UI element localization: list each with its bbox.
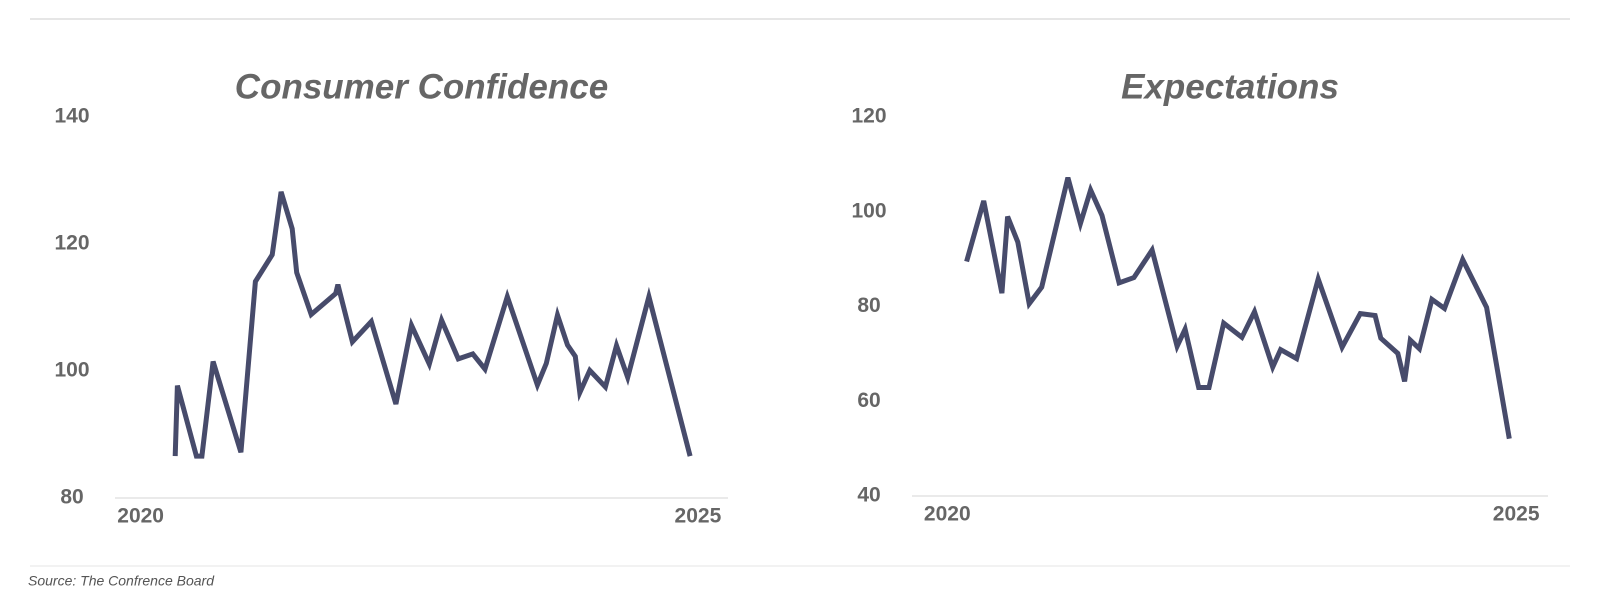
y-tick-label: 60 [857, 389, 880, 412]
x-tick-label: 2020 [924, 503, 971, 526]
x-tick-label: 2020 [117, 505, 164, 528]
chart-title: Expectations [1121, 67, 1339, 106]
data-line [172, 191, 693, 459]
y-tick-label: 140 [54, 105, 89, 128]
y-tick-label: 100 [54, 359, 89, 382]
chart-title: Consumer Confidence [235, 67, 608, 106]
y-tick-label: 120 [54, 232, 89, 255]
x-tick-label: 2025 [675, 505, 722, 528]
source-note: Source: The Confrence Board [28, 573, 215, 589]
y-tick-label: 80 [60, 486, 83, 509]
y-tick-label: 120 [851, 105, 886, 128]
y-tick-label: 100 [851, 199, 886, 222]
y-tick-label: 80 [857, 294, 880, 317]
y-tick-label: 40 [857, 484, 880, 507]
data-line [964, 176, 1512, 440]
x-tick-label: 2025 [1493, 503, 1540, 526]
